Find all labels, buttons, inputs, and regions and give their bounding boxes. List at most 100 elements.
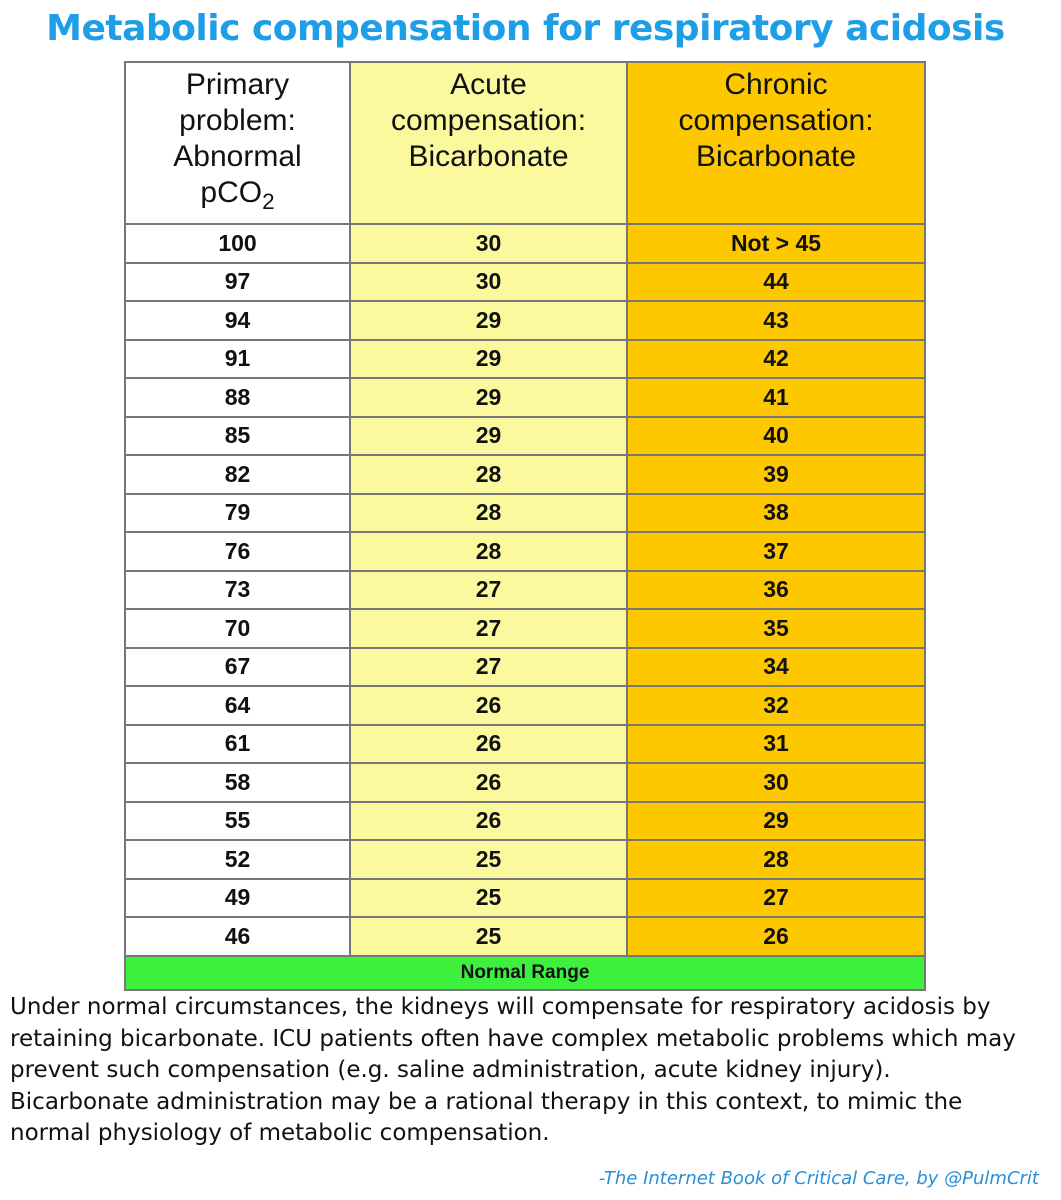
table-cell: 38: [626, 492, 926, 533]
table-row: 88 29 41: [124, 377, 926, 418]
table-cell: 30: [349, 261, 628, 302]
table-row: 58 26 30: [124, 762, 926, 803]
table-cell: 27: [349, 569, 628, 610]
table-cell: 82: [124, 454, 351, 495]
table-cell: 67: [124, 646, 351, 687]
header-row: Primary problem: Abnormal pCO2 Acute compensa…: [124, 61, 926, 225]
table-cell: 79: [124, 492, 351, 533]
header-text: Primary: [185, 68, 290, 101]
table-row: 85 29 40: [124, 415, 926, 456]
header-text: problem:: [179, 104, 296, 137]
table-cell: 25: [349, 877, 628, 918]
table-cell: 32: [626, 685, 926, 726]
paragraph-line: prevent such compensation (e.g. saline a…: [10, 1057, 891, 1083]
header-line: compensation:: [351, 103, 626, 139]
table-cell: 30: [626, 762, 926, 803]
title: Metabolic compensation for respiratory a…: [46, 8, 1005, 49]
table-cell: 61: [124, 723, 351, 764]
table-row: 64 26 32: [124, 685, 926, 726]
table-cell: 28: [349, 531, 628, 572]
table-cell: 25: [349, 839, 628, 880]
table-cell: 26: [349, 685, 628, 726]
table-cell: 85: [124, 415, 351, 456]
table-cell: 29: [349, 338, 628, 379]
table-cell: 35: [626, 608, 926, 649]
header-text: compensation:: [678, 104, 874, 137]
header-line: problem:: [126, 103, 349, 139]
table-row: 100 30 Not > 45: [124, 223, 926, 264]
table-cell: 40: [626, 415, 926, 456]
column-header: Primary problem: Abnormal pCO2: [124, 61, 351, 225]
table-cell: 97: [124, 261, 351, 302]
credit: -The Internet Book of Critical Care, by …: [598, 1168, 1039, 1189]
table-cell: 100: [124, 223, 351, 264]
table-cell: 46: [124, 916, 351, 957]
header-text: Chronic: [724, 68, 828, 101]
table-row: 76 28 37: [124, 531, 926, 572]
table-cell: 30: [349, 223, 628, 264]
table-cell: 28: [349, 492, 628, 533]
table-row: 79 28 38: [124, 492, 926, 533]
table-cell: 42: [626, 338, 926, 379]
paragraph: Under normal circumstances, the kidneys …: [10, 992, 1055, 1150]
table-row: 91 29 42: [124, 338, 926, 379]
table-cell: 91: [124, 338, 351, 379]
table-cell: 26: [626, 916, 926, 957]
table-cell: 29: [349, 377, 628, 418]
table-cell: 36: [626, 569, 926, 610]
table-row: 97 30 44: [124, 261, 926, 302]
normal-range: Normal Range: [124, 954, 926, 991]
table-cell: 27: [349, 608, 628, 649]
table-cell: 70: [124, 608, 351, 649]
table-cell: 52: [124, 839, 351, 880]
table-cell: 28: [349, 454, 628, 495]
table-cell: 34: [626, 646, 926, 687]
table-row: 73 27 36: [124, 569, 926, 610]
header-line: Acute: [351, 67, 626, 103]
footer-row: Normal Range: [124, 954, 926, 991]
header-line: Abnormal: [126, 139, 349, 175]
table-cell: 94: [124, 300, 351, 341]
header-line: compensation:: [628, 103, 924, 139]
header-text: pCO: [200, 176, 263, 209]
table-cell: 26: [349, 800, 628, 841]
table-row: 82 28 39: [124, 454, 926, 495]
header-line: pCO2: [126, 175, 349, 220]
table-cell: 39: [626, 454, 926, 495]
table-cell: 55: [124, 800, 351, 841]
header-line: Chronic: [628, 67, 924, 103]
table-cell: 27: [626, 877, 926, 918]
table-cell: 26: [349, 723, 628, 764]
header-text: Abnormal: [173, 140, 302, 173]
table-cell: 76: [124, 531, 351, 572]
table-cell: 25: [349, 916, 628, 957]
table-row: 49 25 27: [124, 877, 926, 918]
header-subscript: 2: [262, 189, 275, 214]
table-row: 55 26 29: [124, 800, 926, 841]
compensation-table: Primary problem: Abnormal pCO2 Acute compensa…: [124, 61, 926, 991]
table-cell: 26: [349, 762, 628, 803]
paragraph-line: Bicarbonate administration may be a rati…: [10, 1088, 963, 1115]
table-row: 94 29 43: [124, 300, 926, 341]
table-cell: 64: [124, 685, 351, 726]
paragraph-line: retaining bicarbonate. ICU patients ofte…: [10, 1025, 1016, 1052]
table-cell: 29: [626, 800, 926, 841]
table-cell: Not > 45: [626, 223, 926, 264]
table-row: 52 25 28: [124, 839, 926, 880]
table-cell: 43: [626, 300, 926, 341]
table-cell: 29: [349, 415, 628, 456]
table-row: 67 27 34: [124, 646, 926, 687]
table-cell: 41: [626, 377, 926, 418]
header-text: Bicarbonate: [695, 140, 857, 173]
header-line: Bicarbonate: [351, 139, 626, 175]
table-row: 46 25 26: [124, 916, 926, 957]
table-cell: 29: [349, 300, 628, 341]
table-cell: 73: [124, 569, 351, 610]
header-text: Bicarbonate: [408, 140, 569, 173]
table-body: 100 30 Not > 45 97 30 44 94 29 43 91 29 42 88 29 41 85 2…: [124, 223, 926, 991]
table-row: 70 27 35: [124, 608, 926, 649]
table-cell: 37: [626, 531, 926, 572]
paragraph-line: normal physiology of metabolic compensat…: [10, 1120, 550, 1146]
table-cell: 58: [124, 762, 351, 803]
table-cell: 28: [626, 839, 926, 880]
